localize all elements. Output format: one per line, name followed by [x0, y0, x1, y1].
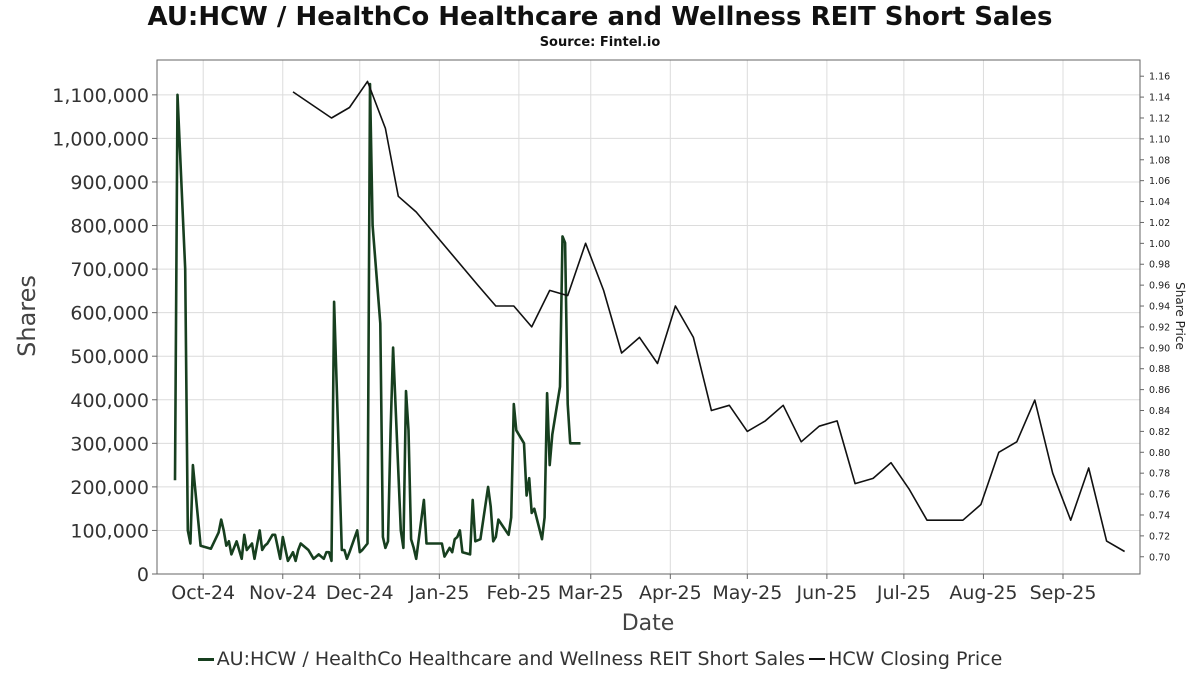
- y-tick-label: 700,000: [70, 259, 149, 281]
- y2-tick-label: 0.98: [1149, 260, 1170, 271]
- y-tick-label: 800,000: [70, 216, 149, 238]
- legend-item-short-sales: AU:HCW / HealthCo Healthcare and Wellnes…: [197, 648, 806, 670]
- legend-swatch-short-sales: [197, 657, 214, 661]
- chart-canvas: 0 100,000 200,000 300,000 400,000 500,000 600,…: [13, 59, 1187, 636]
- chart-title: AU:HCW / HealthCo Healthcare and Wellnes…: [147, 2, 1053, 32]
- y-tick-label: 100,000: [70, 520, 149, 542]
- y2-tick-label: 0.92: [1149, 322, 1170, 333]
- x-tick-label: Mar-25: [558, 582, 624, 604]
- x-tick-label: Dec-24: [326, 582, 394, 604]
- y-tick-label: 500,000: [70, 346, 149, 368]
- y-tick-label: 300,000: [70, 433, 149, 455]
- y2-tick-label: 1.06: [1149, 176, 1170, 187]
- legend: AU:HCW / HealthCo Healthcare and Wellnes…: [0, 648, 1200, 670]
- chart-subtitle: Source: Fintel.io: [539, 35, 661, 50]
- y2-tick-label: 0.86: [1149, 385, 1170, 396]
- x-axis-ticks: Oct-24 Nov-24 Dec-24 Jan-25 Feb-25 Mar-25 Apr-…: [171, 574, 1096, 604]
- y-tick-label: 600,000: [70, 303, 149, 325]
- x-tick-label: Jul-25: [876, 582, 931, 604]
- x-tick-label: Oct-24: [171, 582, 235, 604]
- x-axis-label: Date: [622, 611, 675, 636]
- y2-tick-label: 0.96: [1149, 281, 1170, 292]
- y-tick-label: 200,000: [70, 477, 149, 499]
- grid-lines: [157, 60, 1140, 575]
- y2-tick-label: 1.04: [1149, 197, 1170, 208]
- y2-tick-label: 0.84: [1149, 406, 1170, 417]
- y2-tick-label: 1.14: [1149, 93, 1170, 104]
- y2-tick-label: 0.70: [1149, 552, 1170, 563]
- y-tick-label: 1,000,000: [52, 128, 149, 150]
- y2-tick-label: 0.88: [1149, 364, 1170, 375]
- x-tick-label: Jun-25: [796, 582, 858, 604]
- left-axis-ticks: 0 100,000 200,000 300,000 400,000 500,000 600,…: [52, 85, 157, 586]
- y2-tick-label: 0.78: [1149, 469, 1170, 480]
- short-sales-points: [174, 83, 581, 561]
- x-tick-label: Jan-25: [408, 582, 469, 604]
- y2-axis-label: Share Price: [1173, 282, 1187, 350]
- y2-tick-label: 1.02: [1149, 218, 1170, 229]
- x-tick-label: Apr-25: [639, 582, 702, 604]
- series-layer: [173, 80, 1126, 563]
- y2-tick-label: 0.94: [1149, 302, 1170, 313]
- y2-tick-label: 1.12: [1149, 113, 1170, 124]
- y2-tick-label: 0.74: [1149, 510, 1170, 521]
- legend-label-short-sales: AU:HCW / HealthCo Healthcare and Wellnes…: [216, 648, 806, 670]
- legend-label-closing-price: HCW Closing Price: [828, 648, 1003, 670]
- y2-tick-label: 1.08: [1149, 155, 1170, 166]
- closing-price-points: [292, 81, 1125, 552]
- y2-tick-label: 1.10: [1149, 134, 1170, 145]
- right-axis-ticks: 0.70 0.72 0.74 0.76 0.78 0.80 0.82 0.84 0.86 0.88…: [1140, 72, 1170, 563]
- x-tick-label: Aug-25: [949, 582, 1017, 604]
- legend-swatch-closing-price: [809, 658, 826, 660]
- y-tick-label: 900,000: [70, 172, 149, 194]
- y2-tick-label: 0.82: [1149, 427, 1170, 438]
- y2-tick-label: 1.16: [1149, 72, 1170, 83]
- y2-tick-label: 0.72: [1149, 531, 1170, 542]
- y-tick-label: 400,000: [70, 390, 149, 412]
- y2-tick-label: 0.76: [1149, 490, 1170, 501]
- x-tick-label: Sep-25: [1030, 582, 1097, 604]
- plot-area-border: [156, 59, 1141, 575]
- short-sales-series-line: [173, 82, 581, 563]
- y-tick-label: 0: [137, 564, 149, 586]
- y-axis-label: Shares: [13, 275, 41, 357]
- y2-tick-label: 0.80: [1149, 448, 1170, 459]
- x-tick-label: May-25: [712, 582, 782, 604]
- y-tick-label: 1,100,000: [52, 85, 149, 107]
- y2-tick-label: 0.90: [1149, 343, 1170, 354]
- closing-price-series-line: [292, 80, 1126, 553]
- legend-item-closing-price: HCW Closing Price: [809, 648, 1002, 670]
- x-tick-label: Feb-25: [487, 582, 552, 604]
- x-tick-label: Nov-24: [249, 582, 317, 604]
- y2-tick-label: 1.00: [1149, 239, 1170, 250]
